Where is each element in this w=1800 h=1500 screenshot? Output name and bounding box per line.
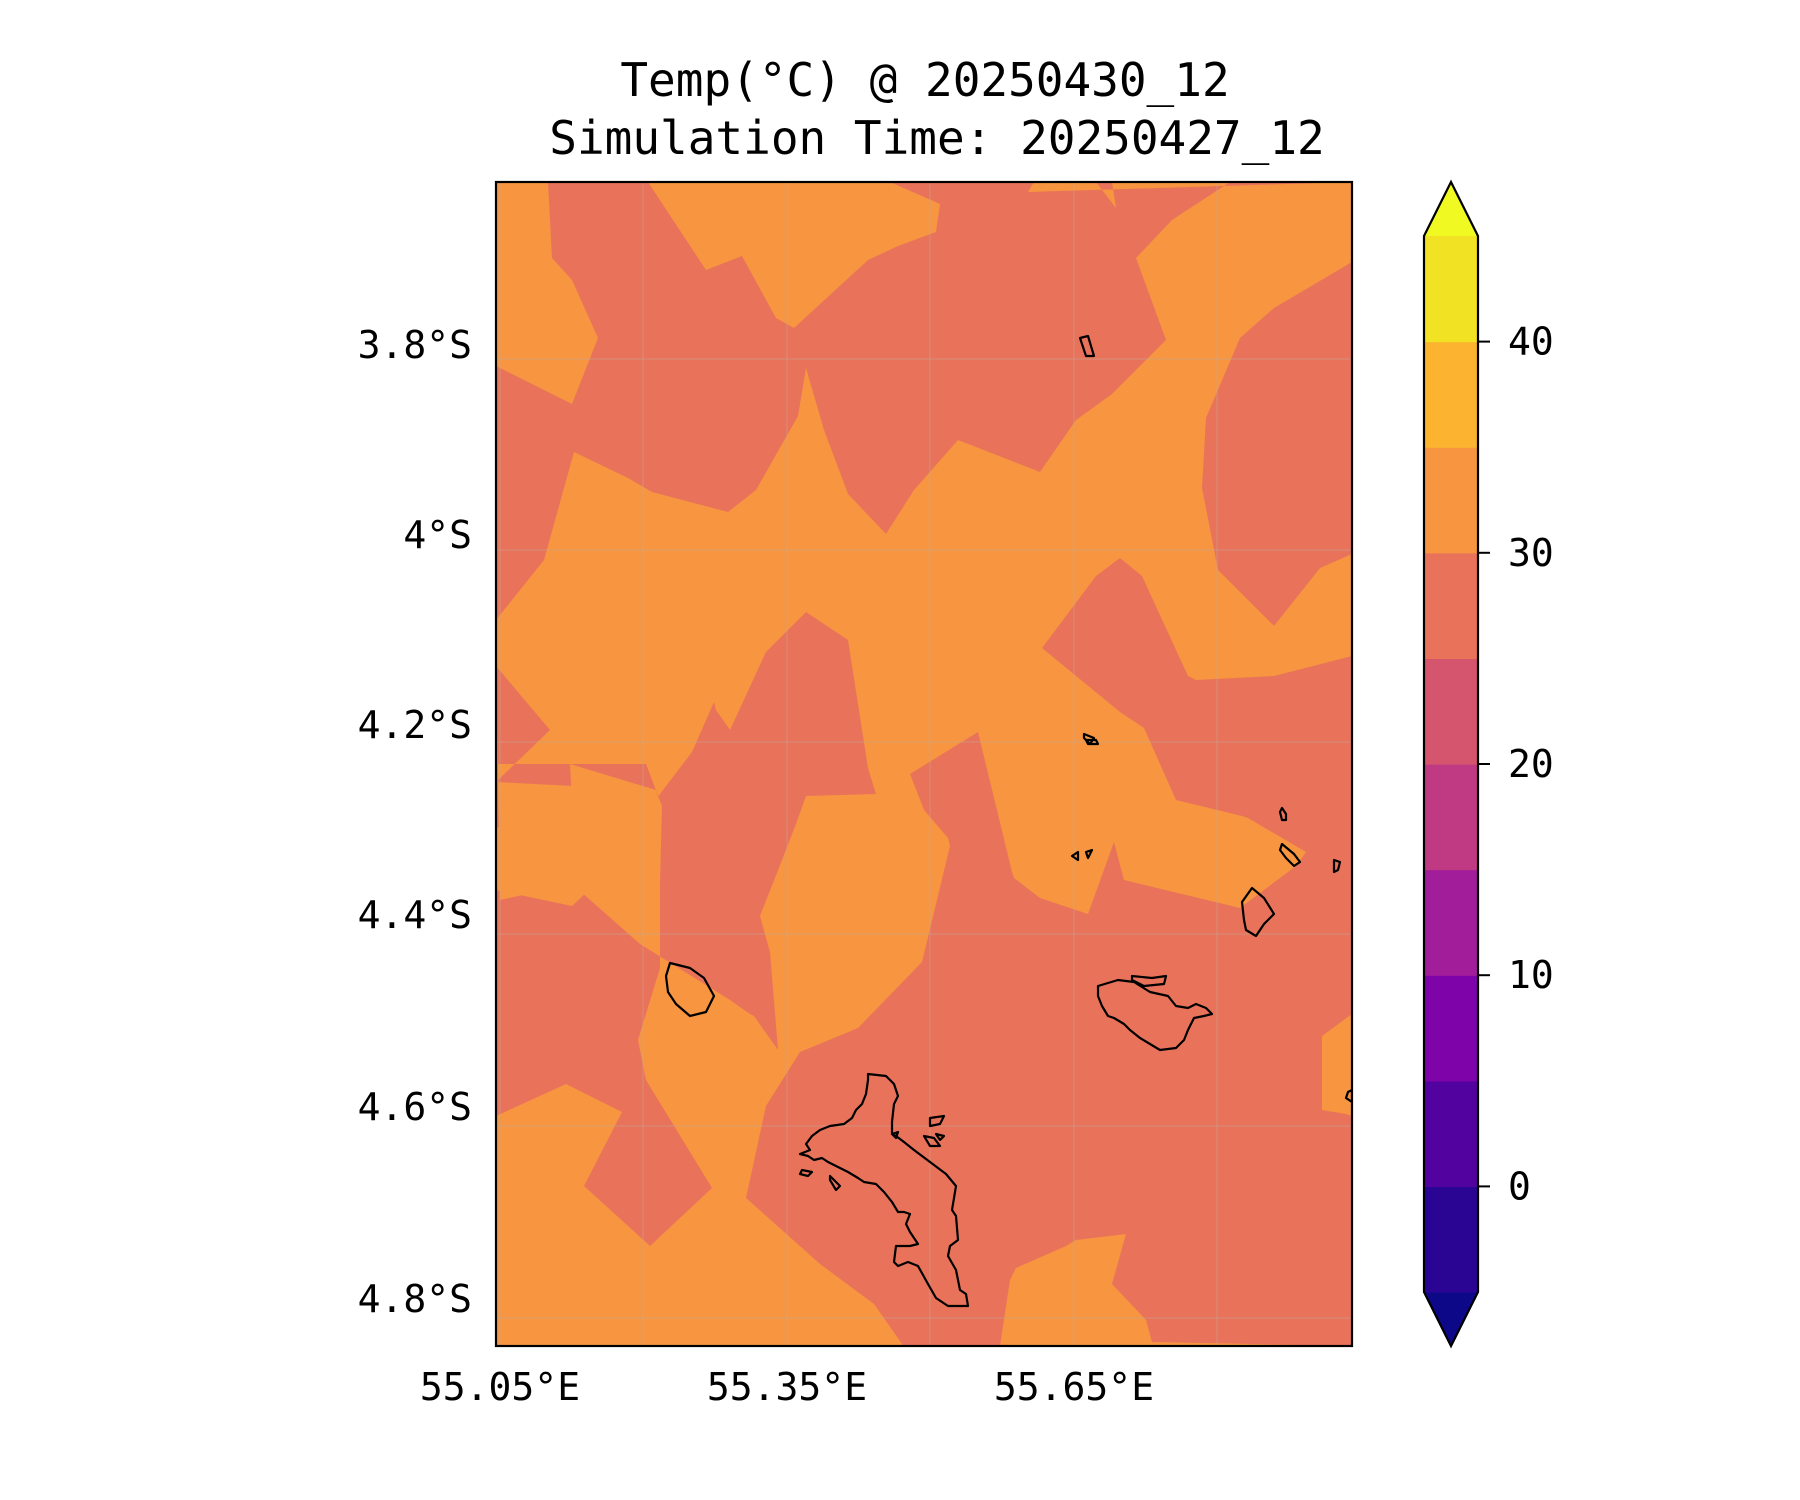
coastline-islet <box>1332 858 1342 874</box>
warm-region-east-edge <box>1322 1014 1352 1116</box>
lon-tick-label: 55.65°E <box>994 1365 1154 1409</box>
colorbar-band <box>1424 975 1478 1082</box>
coastline-la-digue-island <box>1240 886 1276 938</box>
coastline-islet <box>1070 850 1080 862</box>
figure-title-line1: Temp(°C) @ 20250430_12 <box>620 53 1229 107</box>
coastline-islet <box>1130 974 1168 988</box>
coastline-islet <box>828 1174 842 1192</box>
map-plot-area <box>496 182 1352 1346</box>
warm-region-top <box>590 182 940 328</box>
longitude-tick-labels: 55.05°E 55.35°E 55.65°E <box>420 1365 1154 1409</box>
lat-tick-label: 4.6°S <box>358 1085 472 1129</box>
coastline-islet <box>798 1168 814 1178</box>
temperature-band-30-35 <box>496 182 1352 1346</box>
lon-tick-label: 55.05°E <box>420 1365 580 1409</box>
colorbar-band <box>1424 869 1478 976</box>
colorbar-band <box>1424 182 1478 236</box>
warm-region-main <box>496 182 1352 1346</box>
coastline-islet <box>928 1114 946 1128</box>
coastlines <box>664 334 1352 1308</box>
lon-tick-label: 55.35°E <box>707 1365 867 1409</box>
colorbar-tick-label: 10 <box>1508 953 1554 997</box>
colorbar-band <box>1424 658 1478 765</box>
colorbar-ticks: 0 10 20 30 40 <box>1478 320 1554 1208</box>
lat-tick-label: 4°S <box>403 513 472 557</box>
coastline-islet <box>1084 848 1094 860</box>
lat-tick-label: 4.2°S <box>358 703 472 747</box>
coastline-islet <box>1084 738 1100 746</box>
coastline-islet <box>1078 334 1096 358</box>
coastline-islet <box>922 1134 942 1148</box>
colorbar: 0 10 20 30 40 <box>1422 179 1554 1349</box>
coastline-praslin-island <box>1096 978 1214 1052</box>
coastline-mahe-island <box>798 1072 970 1308</box>
colorbar-band <box>1424 236 1478 343</box>
lat-tick-label: 4.8°S <box>358 1277 472 1321</box>
coastline-islet <box>1278 842 1302 868</box>
colorbar-band <box>1424 447 1478 554</box>
coastline-islet <box>1278 806 1288 822</box>
colorbar-band <box>1424 341 1478 448</box>
lat-tick-label: 4.4°S <box>358 893 472 937</box>
colorbar-band <box>1424 1292 1478 1346</box>
lat-tick-label: 3.8°S <box>358 323 472 367</box>
coastline-islet <box>934 1132 946 1142</box>
colorbar-tick-label: 0 <box>1508 1164 1531 1208</box>
colorbar-outline <box>1422 179 1480 1349</box>
coastline-islet <box>890 1130 900 1140</box>
colorbar-tick-label: 20 <box>1508 742 1554 786</box>
colorbar-band <box>1424 552 1478 659</box>
colorbar-bands <box>1424 182 1478 1346</box>
colorbar-tick-label: 40 <box>1508 320 1554 364</box>
map-frame <box>494 180 1354 1348</box>
colorbar-band <box>1424 1080 1478 1187</box>
colorbar-band <box>1424 764 1478 871</box>
coastline-silhouette-island <box>664 961 716 1018</box>
figure-title-line2: Simulation Time: 20250427_12 <box>549 111 1324 165</box>
colorbar-tick-label: 30 <box>1508 531 1554 575</box>
colorbar-band <box>1424 1186 1478 1293</box>
map-gridlines <box>496 182 1352 1346</box>
latitude-tick-labels: 3.8°S 4°S 4.2°S 4.4°S 4.6°S 4.8°S <box>358 323 472 1321</box>
coastline-islet <box>1344 1088 1352 1104</box>
